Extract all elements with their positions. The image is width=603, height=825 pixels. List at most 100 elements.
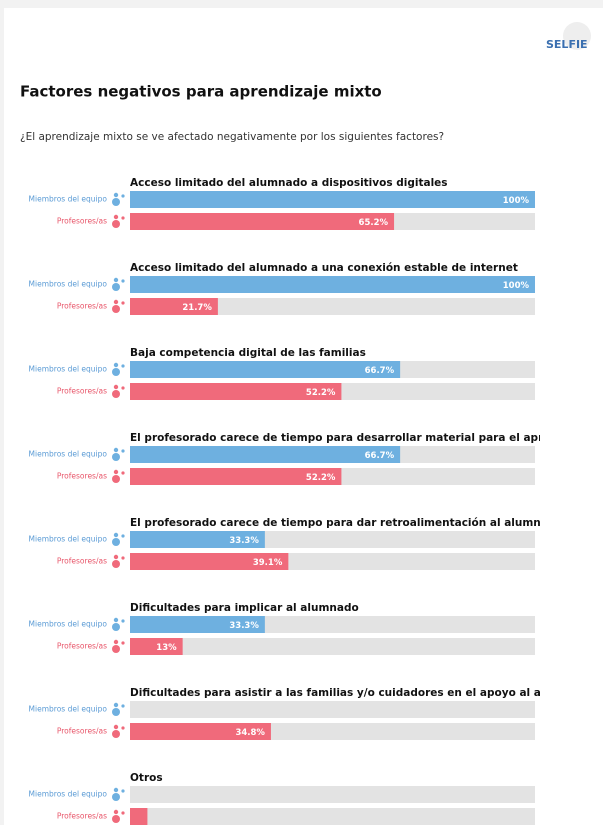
- person-icon: [112, 708, 120, 716]
- person-icon-small: [121, 726, 125, 730]
- category-label: Dificultades para implicar al alumnado: [130, 602, 359, 614]
- person-icon-small: [121, 704, 125, 708]
- person-icon: [113, 299, 119, 305]
- series-label: Profesores/as: [57, 642, 107, 651]
- person-icon: [112, 475, 120, 483]
- value-label: 39.1%: [253, 558, 283, 568]
- series-label: Miembros del equipo: [29, 365, 108, 374]
- person-icon: [112, 623, 120, 631]
- person-icon: [112, 453, 120, 461]
- value-label: 100%: [503, 281, 530, 291]
- person-icon: [113, 617, 119, 623]
- bar: [130, 553, 289, 570]
- person-icon: [113, 277, 119, 283]
- series-label: Profesores/as: [57, 387, 107, 396]
- series-label: Profesores/as: [57, 727, 107, 736]
- series-label: Miembros del equipo: [29, 535, 108, 544]
- bar: [130, 191, 535, 208]
- person-icon: [113, 192, 119, 198]
- person-icon-small: [121, 556, 125, 560]
- value-label: 13%: [156, 643, 177, 653]
- category-label: Acceso limitado del alumnado a una conex…: [130, 262, 518, 274]
- chart-title: Factores negativos para aprendizaje mixt…: [20, 83, 382, 101]
- bar: [130, 361, 401, 378]
- bar-background: [130, 298, 535, 315]
- bar: [130, 383, 342, 400]
- bar-background: [130, 638, 535, 655]
- person-icon: [112, 793, 120, 801]
- category-label: El profesorado carece de tiempo para dar…: [130, 517, 563, 529]
- person-icon: [113, 214, 119, 220]
- value-label: 33.3%: [229, 621, 259, 631]
- series-label: Miembros del equipo: [29, 450, 108, 459]
- person-icon: [113, 362, 119, 368]
- person-icon: [112, 368, 120, 376]
- person-icon-small: [121, 811, 125, 815]
- category-label: Otros: [130, 772, 163, 784]
- person-icon: [112, 390, 120, 398]
- person-icon: [113, 787, 119, 793]
- category-label: Acceso limitado del alumnado a dispositi…: [130, 177, 448, 189]
- person-icon-small: [121, 386, 125, 390]
- person-icon: [112, 730, 120, 738]
- logo: SELFIE: [546, 38, 588, 51]
- person-icon: [113, 639, 119, 645]
- series-label: Miembros del equipo: [29, 280, 108, 289]
- logo-bg: [563, 22, 591, 50]
- bar-background: [130, 701, 535, 718]
- person-icon-small: [121, 534, 125, 538]
- category-label: Dificultades para asistir a las familias…: [130, 687, 570, 699]
- person-icon-small: [121, 449, 125, 453]
- bar: [130, 808, 148, 825]
- person-icon-small: [121, 279, 125, 283]
- person-icon: [112, 305, 120, 313]
- person-icon: [113, 447, 119, 453]
- bar-background: [130, 786, 535, 803]
- bar: [130, 531, 265, 548]
- person-icon-small: [121, 194, 125, 198]
- value-label: 34.8%: [235, 728, 265, 738]
- value-label: 52.2%: [306, 388, 336, 398]
- person-icon-small: [121, 641, 125, 645]
- person-icon: [113, 384, 119, 390]
- person-icon: [112, 815, 120, 823]
- person-icon-small: [121, 789, 125, 793]
- person-icon: [113, 532, 119, 538]
- value-label: 66.7%: [365, 451, 395, 461]
- person-icon-small: [121, 364, 125, 368]
- person-icon: [112, 198, 120, 206]
- bar-background: [130, 808, 535, 825]
- person-icon: [113, 724, 119, 730]
- bar: [130, 213, 395, 230]
- value-label: 100%: [503, 196, 530, 206]
- value-label: 52.2%: [306, 473, 336, 483]
- series-label: Profesores/as: [57, 812, 107, 821]
- person-icon: [113, 702, 119, 708]
- series-label: Miembros del equipo: [29, 705, 108, 714]
- person-icon: [112, 645, 120, 653]
- series-label: Miembros del equipo: [29, 195, 108, 204]
- bar: [130, 446, 401, 463]
- person-icon: [112, 538, 120, 546]
- series-label: Miembros del equipo: [29, 620, 108, 629]
- series-label: Profesores/as: [57, 557, 107, 566]
- bar: [130, 468, 342, 485]
- person-icon: [113, 469, 119, 475]
- value-label: 21.7%: [182, 303, 212, 313]
- bar: [130, 276, 535, 293]
- series-label: Profesores/as: [57, 302, 107, 311]
- person-icon-small: [121, 301, 125, 305]
- person-icon-small: [121, 471, 125, 475]
- value-label: 66.7%: [365, 366, 395, 376]
- bar: [130, 638, 183, 655]
- person-icon: [113, 554, 119, 560]
- series-label: Profesores/as: [57, 217, 107, 226]
- person-icon: [113, 809, 119, 815]
- category-label: El profesorado carece de tiempo para des…: [130, 432, 575, 444]
- person-icon: [112, 283, 120, 291]
- bar: [130, 723, 271, 740]
- bar: [130, 616, 265, 633]
- category-label: Baja competencia digital de las familias: [130, 347, 366, 359]
